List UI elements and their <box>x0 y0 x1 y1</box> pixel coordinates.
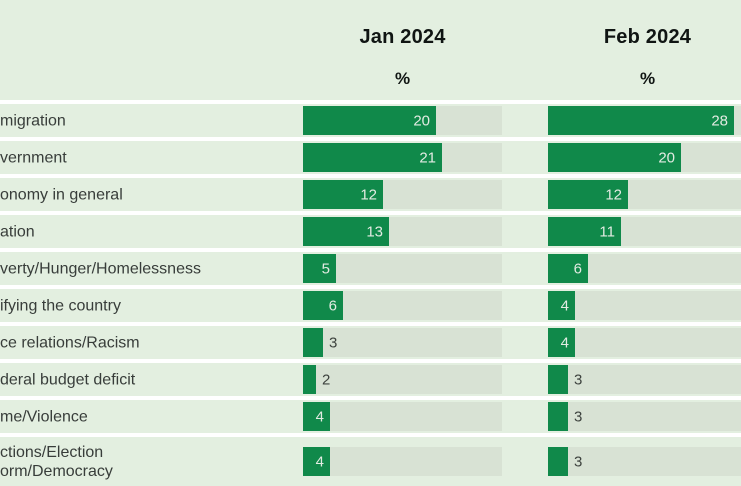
feb-bar: 12 <box>548 180 628 209</box>
feb-bar <box>548 365 568 394</box>
jan-bar: 4 <box>303 402 330 431</box>
jan-bar <box>303 365 316 394</box>
jan-bar: 4 <box>303 447 330 476</box>
jan-bar-value: 5 <box>321 260 330 277</box>
feb-bar-track: 3 <box>548 365 741 394</box>
jan-bar-value: 6 <box>328 297 337 314</box>
chart-rows: migration 20 28 vernment 21 20 onomy in genera… <box>0 104 741 486</box>
feb-bar-track: 12 <box>548 180 741 209</box>
table-row: me/Violence 4 3 <box>0 400 741 433</box>
jan-bar-value: 2 <box>322 371 331 388</box>
feb-bar-value: 12 <box>605 186 622 203</box>
feb-bar-track: 3 <box>548 402 741 431</box>
table-row: migration 20 28 <box>0 104 741 137</box>
feb-bar: 20 <box>548 143 681 172</box>
feb-bar-value: 28 <box>711 112 728 129</box>
table-row: vernment 21 20 <box>0 141 741 174</box>
jan-bar-track: 4 <box>303 447 502 476</box>
feb-bar-value: 6 <box>573 260 582 277</box>
table-row: ce relations/Racism 3 4 <box>0 326 741 359</box>
feb-bar: 6 <box>548 254 588 283</box>
feb-bar-track: 20 <box>548 143 741 172</box>
feb-bar-value: 4 <box>560 334 569 351</box>
feb-bar-track: 28 <box>548 106 741 135</box>
jan-bar-value: 12 <box>360 186 377 203</box>
jan-bar: 5 <box>303 254 336 283</box>
feb-bar-value: 11 <box>599 223 615 240</box>
feb-bar-value: 3 <box>574 408 583 425</box>
jan-bar <box>303 328 323 357</box>
jan-bar: 12 <box>303 180 383 209</box>
column-header-jan: Jan 2024 % <box>303 26 502 89</box>
category-label: verty/Hunger/Homelessness <box>0 260 201 277</box>
feb-bar: 4 <box>548 328 575 357</box>
feb-bar-track: 4 <box>548 291 741 320</box>
category-label: ce relations/Racism <box>0 334 140 351</box>
jan-bar: 21 <box>303 143 442 172</box>
feb-bar-track: 3 <box>548 447 741 476</box>
jan-bar-track: 13 <box>303 217 502 246</box>
jan-bar-value: 4 <box>315 408 324 425</box>
feb-bar: 28 <box>548 106 734 135</box>
jan-bar-track: 21 <box>303 143 502 172</box>
table-row: ifying the country 6 4 <box>0 289 741 322</box>
feb-bar-value: 3 <box>574 371 583 388</box>
feb-bar-track: 6 <box>548 254 741 283</box>
jan-bar: 6 <box>303 291 343 320</box>
feb-bar-value: 20 <box>658 149 675 166</box>
jan-bar-value: 4 <box>315 453 324 470</box>
category-label: ifying the country <box>0 297 121 314</box>
table-row: ation 13 11 <box>0 215 741 248</box>
jan-bar-value: 13 <box>366 223 383 240</box>
jan-bar-track: 2 <box>303 365 502 394</box>
feb-bar <box>548 402 568 431</box>
category-label: ation <box>0 223 35 240</box>
jan-bar: 20 <box>303 106 436 135</box>
jan-bar-track: 5 <box>303 254 502 283</box>
jan-bar-track: 12 <box>303 180 502 209</box>
jan-bar: 13 <box>303 217 389 246</box>
category-label: me/Violence <box>0 408 88 425</box>
column-header-jan-label: Jan 2024 <box>359 26 446 48</box>
column-header-feb-label: Feb 2024 <box>603 26 692 48</box>
jan-bar-track: 3 <box>303 328 502 357</box>
table-row: onomy in general 12 12 <box>0 178 741 211</box>
category-label: ctions/Election orm/Democracy <box>0 443 113 480</box>
category-label: deral budget deficit <box>0 371 136 388</box>
column-header-jan-unit: % <box>394 69 411 88</box>
category-label: migration <box>0 112 66 129</box>
jan-bar-track: 20 <box>303 106 502 135</box>
feb-bar: 4 <box>548 291 575 320</box>
feb-bar-track: 11 <box>548 217 741 246</box>
column-header-feb-unit: % <box>639 69 656 88</box>
feb-bar-track: 4 <box>548 328 741 357</box>
jan-bar-value: 21 <box>419 149 436 166</box>
jan-bar-track: 6 <box>303 291 502 320</box>
jan-bar-track: 4 <box>303 402 502 431</box>
column-header-feb: Feb 2024 % <box>548 26 741 89</box>
category-label: onomy in general <box>0 186 123 203</box>
chart-header: Jan 2024 % Feb 2024 % <box>0 0 741 100</box>
jan-bar-value: 3 <box>329 334 338 351</box>
feb-bar-value: 3 <box>574 453 583 470</box>
feb-bar <box>548 447 568 476</box>
table-row: verty/Hunger/Homelessness 5 6 <box>0 252 741 285</box>
feb-bar: 11 <box>548 217 621 246</box>
feb-bar-value: 4 <box>560 297 569 314</box>
jan-bar-value: 20 <box>413 112 430 129</box>
category-label: vernment <box>0 149 67 166</box>
table-row: ctions/Election orm/Democracy 4 3 <box>0 437 741 486</box>
table-row: deral budget deficit 2 3 <box>0 363 741 396</box>
